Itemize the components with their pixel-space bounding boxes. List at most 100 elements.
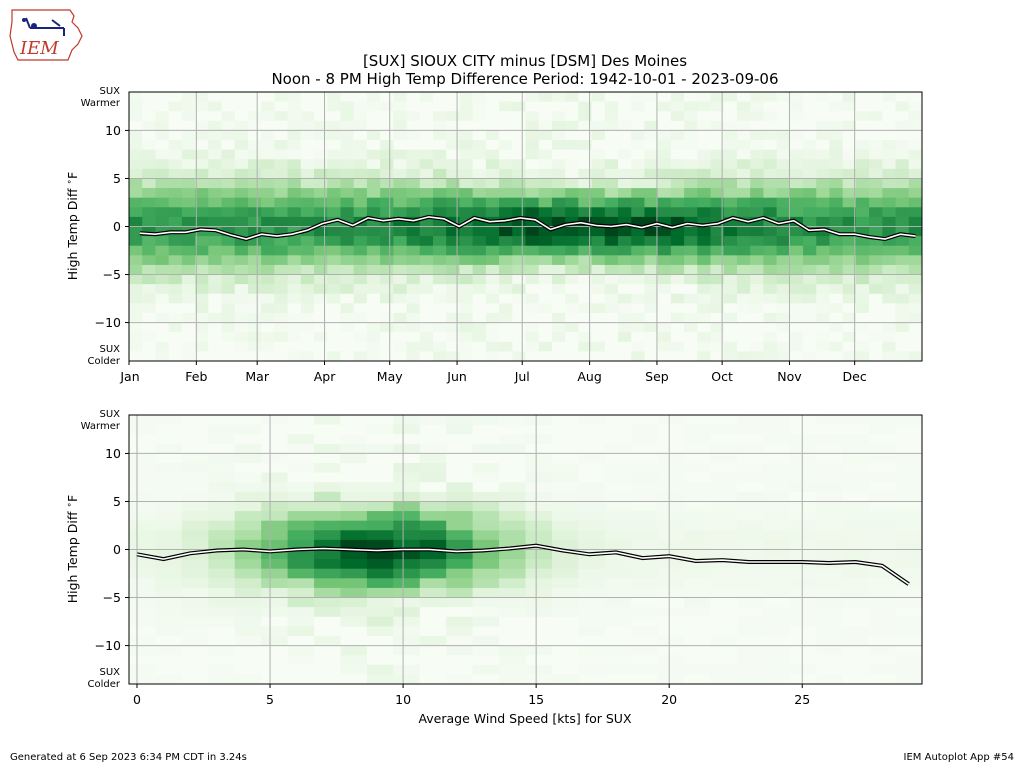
heatmap-cell: [366, 443, 394, 454]
heatmap-cell: [499, 472, 526, 483]
heatmap-cell: [869, 293, 883, 304]
heatmap-cell: [591, 341, 606, 352]
heatmap-cell: [208, 664, 236, 675]
heatmap-cell: [314, 111, 328, 122]
heatmap-cell: [287, 149, 302, 160]
heatmap-cell: [842, 415, 870, 426]
heatmap-cell: [697, 130, 711, 141]
heatmap-cell: [631, 216, 645, 227]
heatmap-cell: [842, 568, 870, 579]
heatmap-cell: [631, 92, 645, 103]
heatmap-cell: [419, 549, 447, 560]
heatmap-cell: [789, 284, 804, 295]
heatmap-cell: [419, 111, 434, 122]
heatmap-cell: [432, 216, 447, 227]
heatmap-cell: [723, 120, 738, 131]
heatmap-cell: [472, 482, 500, 493]
heatmap-cell: [644, 140, 659, 151]
heatmap-cell: [551, 463, 579, 474]
heatmap-cell: [340, 568, 368, 579]
heatmap-cell: [287, 530, 315, 541]
heatmap-cell: [340, 92, 355, 103]
heatmap-cell: [261, 255, 275, 266]
heatmap-cell: [750, 322, 764, 333]
heatmap-cell: [723, 274, 738, 285]
heatmap-cell: [472, 520, 500, 531]
heatmap-cell: [763, 472, 791, 483]
heatmap-cell: [261, 520, 288, 531]
heatmap-cell: [842, 607, 870, 618]
heatmap-cell: [208, 520, 236, 531]
heatmap-cell: [829, 159, 844, 170]
heatmap-cell: [287, 178, 302, 189]
heatmap-cell: [803, 130, 817, 141]
heatmap-cell: [208, 645, 236, 656]
heatmap-cell: [419, 472, 447, 483]
heatmap-cell: [340, 539, 368, 550]
heatmap-cell: [723, 140, 738, 151]
heatmap-cell: [129, 616, 156, 627]
heatmap-cell: [419, 655, 447, 666]
heatmap-cell: [604, 120, 619, 131]
heatmap-cell: [234, 664, 262, 675]
heatmap-cell: [234, 322, 249, 333]
heatmap-cell: [803, 245, 817, 256]
heatmap-cell: [618, 92, 632, 103]
heatmap-cell: [353, 274, 368, 285]
heatmap-cell: [763, 322, 778, 333]
heatmap-cell: [247, 264, 262, 275]
heatmap-cell: [499, 236, 513, 247]
heatmap-cell: [736, 453, 764, 464]
heatmap-cell: [155, 539, 183, 550]
heatmap-cell: [208, 322, 222, 333]
heatmap-cell: [604, 674, 632, 685]
heatmap-cell: [261, 491, 288, 502]
heatmap-cell: [327, 293, 341, 304]
heatmap-cell: [380, 264, 394, 275]
heatmap-cell: [763, 587, 791, 598]
heatmap-cell: [882, 197, 896, 208]
heatmap-cell: [181, 236, 196, 247]
heatmap-cell: [631, 424, 659, 435]
heatmap-cell: [882, 178, 896, 189]
heatmap-cell: [208, 587, 236, 598]
heatmap-cell: [604, 607, 632, 618]
heatmap-cell: [155, 664, 183, 675]
heatmap-cell: [816, 130, 830, 141]
heatmap-cell: [512, 140, 526, 151]
heatmap-cell: [657, 178, 672, 189]
heatmap-cell: [446, 635, 474, 646]
heatmap-cell: [155, 626, 183, 637]
heatmap-cell: [882, 264, 896, 275]
heatmap-cell: [168, 149, 183, 160]
heatmap-cell: [446, 245, 460, 256]
heatmap-cell: [181, 530, 209, 541]
heatmap-cell: [710, 655, 738, 666]
heatmap-cell: [181, 149, 196, 160]
heatmap-cell: [723, 130, 738, 141]
heatmap-cell: [763, 140, 778, 151]
heatmap-cell: [287, 236, 302, 247]
heatmap-cell: [604, 664, 632, 675]
heatmap-cell: [842, 159, 857, 170]
heatmap-cell: [155, 511, 183, 522]
heatmap-cell: [485, 168, 500, 179]
heatmap-cell: [247, 120, 262, 131]
heatmap-cell: [816, 197, 830, 208]
heatmap-cell: [234, 424, 262, 435]
heatmap-cell: [208, 341, 222, 352]
heatmap-cell: [882, 216, 896, 227]
heatmap-cell: [234, 341, 249, 352]
heatmap-cell: [684, 293, 698, 304]
heatmap-cell: [604, 303, 619, 314]
heatmap-cell: [393, 245, 407, 256]
heatmap-cell: [472, 255, 487, 266]
heatmap-cell: [631, 178, 645, 189]
heatmap-cell: [816, 140, 830, 151]
heatmap-cell: [525, 207, 540, 218]
heatmap-cell: [499, 140, 513, 151]
heatmap-cell: [736, 607, 764, 618]
heatmap-cell: [327, 264, 341, 275]
heatmap-cell: [816, 664, 844, 675]
heatmap-cell: [551, 274, 566, 285]
